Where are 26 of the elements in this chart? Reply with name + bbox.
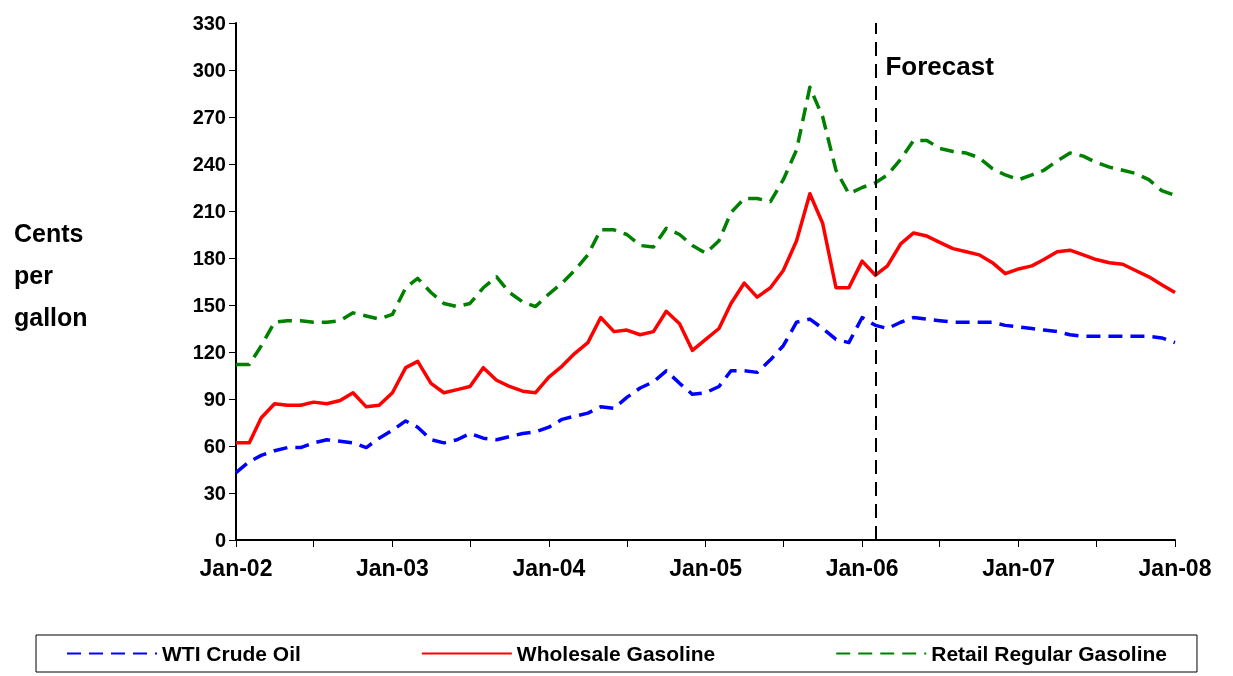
x-tick-label: Jan-05 <box>669 554 743 581</box>
y-tick-label: 180 <box>192 247 226 269</box>
x-tick-label: Jan-07 <box>982 554 1056 581</box>
y-tick-label: 30 <box>203 482 226 504</box>
x-tick-label: Jan-02 <box>199 554 273 581</box>
y-tick-label: 300 <box>192 59 226 81</box>
x-tick-label: Jan-04 <box>512 554 586 581</box>
y-tick-label: 120 <box>192 341 226 363</box>
y-tick-label: 60 <box>203 435 226 457</box>
line-series <box>234 315 1177 475</box>
y-tick-label: 0 <box>214 529 226 551</box>
legend-label: WTI Crude Oil <box>162 642 301 665</box>
y-tick-label: 150 <box>192 294 226 316</box>
y-tick-label: 270 <box>192 106 226 128</box>
ref-line-label: Forecast <box>885 51 995 81</box>
y-tick-label: 240 <box>192 153 226 175</box>
y-axis-title: Cents per gallon <box>14 219 88 331</box>
line-series <box>234 192 1177 445</box>
x-tick-label: Jan-03 <box>355 554 429 581</box>
y-tick-label: 210 <box>192 200 226 222</box>
x-tick-label: Jan-06 <box>825 554 899 581</box>
y-tick-label: 90 <box>203 388 226 410</box>
y-tick-label: 330 <box>192 12 226 34</box>
legend-label: Wholesale Gasoline <box>516 642 716 665</box>
x-tick-label: Jan-08 <box>1138 554 1212 581</box>
legend-label: Retail Regular Gasoline <box>931 642 1167 665</box>
